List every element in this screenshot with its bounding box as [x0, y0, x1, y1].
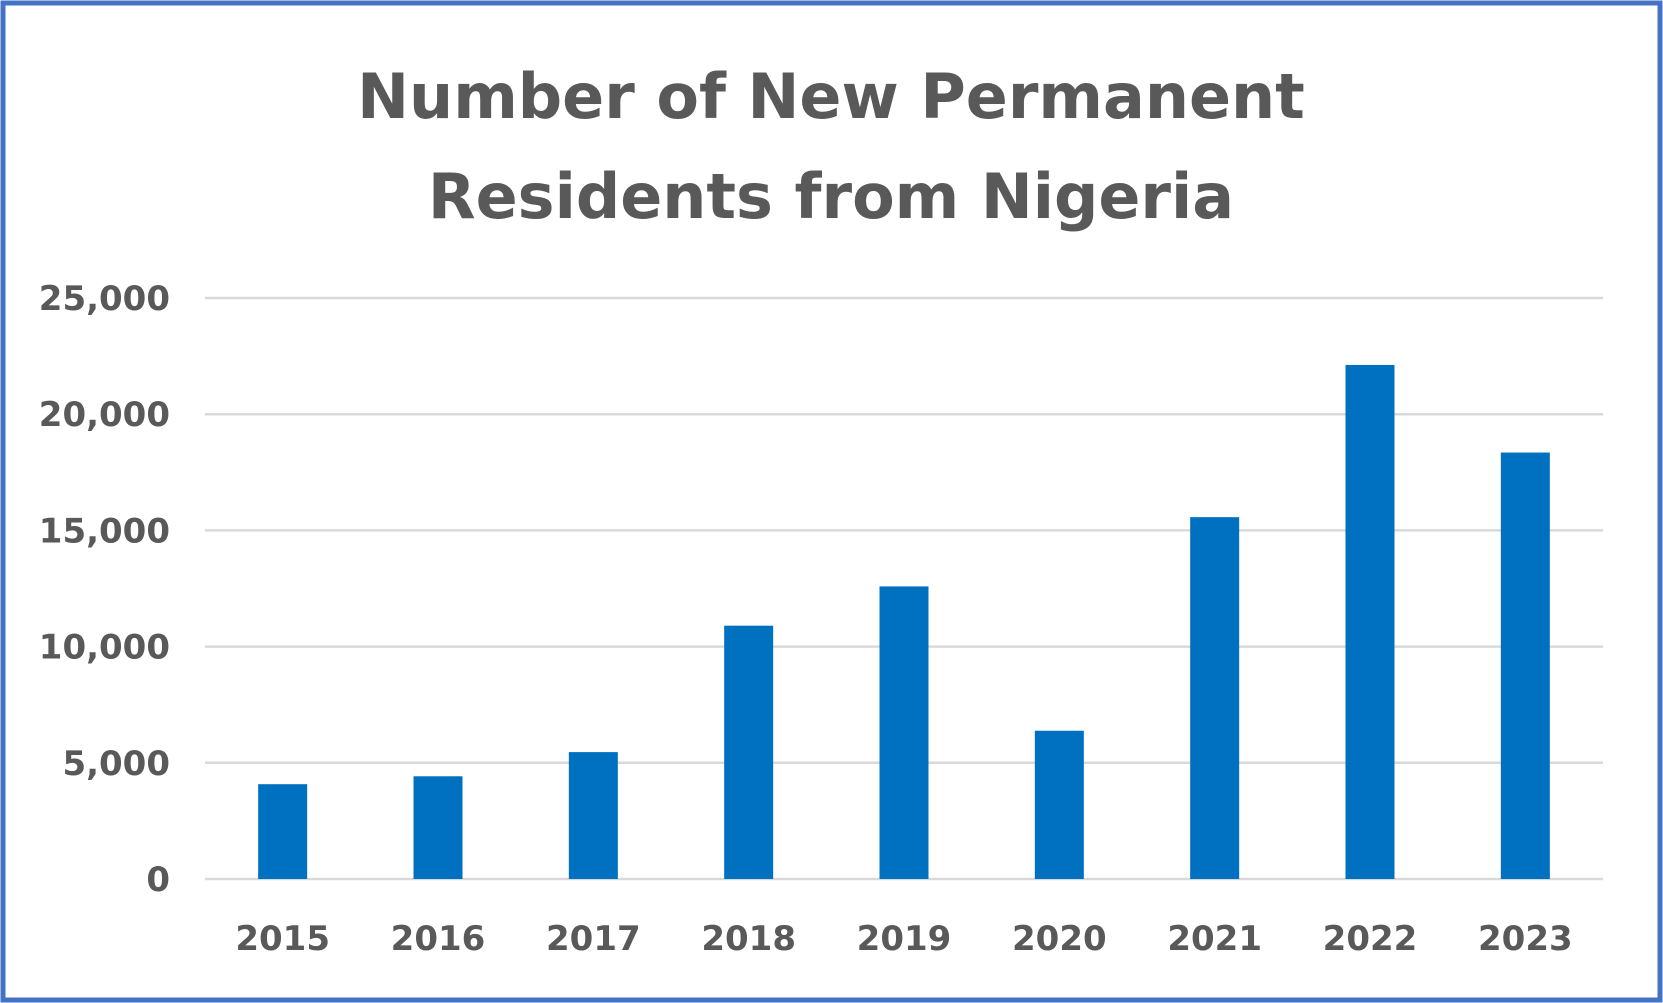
x-tick-label: 2021 [1167, 919, 1262, 959]
chart-title-line-1: Number of New Permanent [357, 60, 1305, 133]
bar-2015 [258, 784, 308, 879]
y-tick-label: 10,000 [39, 628, 170, 668]
x-tick-label: 2020 [1012, 919, 1107, 959]
x-tick-label: 2016 [391, 919, 486, 959]
x-tick-label: 2017 [546, 919, 641, 959]
bar-2021 [1190, 517, 1240, 879]
y-tick-label: 20,000 [39, 395, 170, 435]
y-tick-label: 15,000 [39, 511, 170, 551]
chart-title-line-2: Residents from Nigeria [428, 160, 1234, 233]
x-tick-label: 2022 [1323, 919, 1418, 959]
bar-2022 [1345, 364, 1395, 879]
y-tick-label: 25,000 [39, 279, 170, 319]
y-tick-label: 0 [146, 860, 170, 900]
bar-2020 [1034, 730, 1084, 879]
bar-2017 [568, 752, 618, 879]
x-tick-label: 2015 [235, 919, 330, 959]
bar-2019 [879, 586, 929, 879]
x-tick-label: 2019 [857, 919, 952, 959]
x-tick-label: 2018 [701, 919, 796, 959]
x-tick-label: 2023 [1478, 919, 1573, 959]
bar-2018 [724, 625, 774, 879]
y-tick-label: 5,000 [62, 744, 170, 784]
bar-2023 [1500, 452, 1550, 879]
bar-2016 [413, 776, 463, 879]
